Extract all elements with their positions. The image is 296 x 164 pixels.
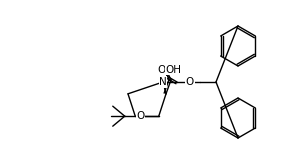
- Text: OH: OH: [165, 65, 181, 75]
- Text: N: N: [159, 77, 167, 87]
- Text: O: O: [137, 111, 145, 121]
- Text: O: O: [157, 65, 165, 75]
- Text: O: O: [186, 77, 194, 87]
